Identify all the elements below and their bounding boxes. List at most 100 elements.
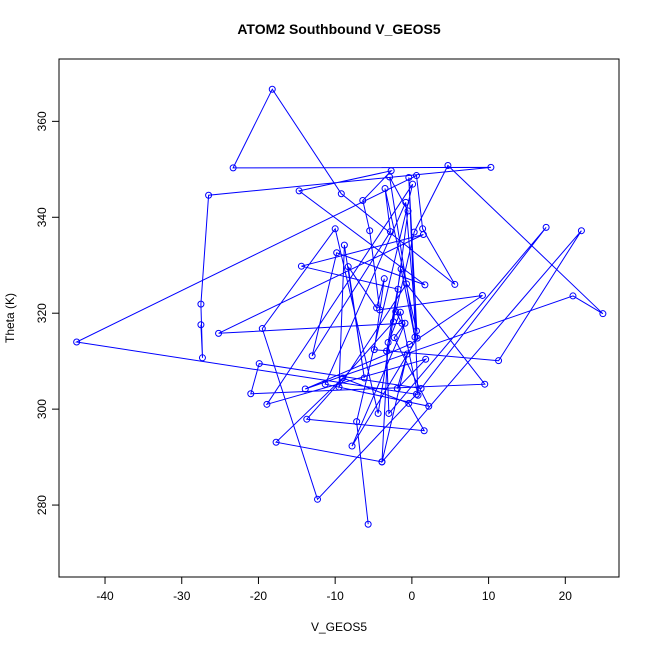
data-point	[386, 228, 394, 236]
data-point	[380, 275, 388, 283]
data-point	[405, 399, 413, 407]
data-point	[403, 350, 411, 358]
data-point	[197, 321, 205, 329]
data-point	[404, 207, 412, 215]
data-point	[247, 390, 255, 398]
data-point	[348, 442, 356, 450]
data-point	[401, 319, 409, 327]
data-point	[421, 281, 429, 289]
x-tick-label: -10	[326, 589, 344, 603]
data-point	[373, 304, 381, 312]
y-tick-label: 320	[35, 303, 49, 323]
data-point	[331, 225, 339, 233]
y-axis-label: Theta (K)	[3, 293, 17, 343]
x-tick-label: -30	[173, 589, 191, 603]
data-point	[542, 223, 550, 231]
data-point	[405, 173, 413, 181]
data-point	[314, 495, 322, 503]
data-point	[420, 427, 428, 435]
data-point	[381, 185, 389, 192]
data-point	[389, 318, 397, 326]
x-tick-label: -20	[250, 589, 268, 603]
data-point	[335, 383, 343, 391]
data-point	[390, 334, 398, 342]
data-point	[366, 227, 374, 235]
data-point	[451, 280, 459, 288]
y-tick-label: 360	[35, 111, 49, 131]
data-point	[321, 380, 329, 388]
data-point	[599, 310, 607, 318]
x-axis: -40 -30 -20 -10 0 10 20	[96, 577, 572, 603]
data-point	[406, 340, 414, 348]
x-tick-label: 10	[482, 589, 496, 603]
data-point	[339, 374, 347, 382]
data-point	[301, 385, 309, 393]
data-point	[411, 333, 419, 341]
data-point	[198, 354, 206, 362]
data-point	[297, 262, 305, 270]
data-point	[414, 391, 422, 399]
data-point	[417, 385, 425, 393]
data-point	[419, 231, 427, 239]
data-point	[353, 418, 361, 426]
data-point	[409, 180, 417, 188]
data-point	[412, 327, 420, 335]
data-point	[383, 347, 391, 355]
data-point	[295, 187, 303, 195]
data-point	[394, 285, 402, 293]
data-point	[425, 402, 433, 410]
data-series	[73, 85, 607, 528]
data-point	[197, 300, 205, 308]
y-tick-label: 340	[35, 207, 49, 227]
data-point	[255, 360, 263, 368]
data-point	[268, 85, 276, 93]
data-point	[398, 319, 406, 327]
data-point	[272, 438, 280, 446]
data-point	[337, 190, 345, 198]
y-tick-label: 300	[35, 399, 49, 419]
data-point	[495, 357, 503, 365]
x-tick-label: 20	[559, 589, 573, 603]
data-point	[392, 308, 400, 316]
data-point	[412, 390, 420, 398]
data-point	[402, 198, 410, 206]
data-point	[487, 163, 495, 171]
data-point	[385, 409, 393, 417]
y-tick-label: 280	[35, 495, 49, 515]
data-point	[263, 400, 271, 408]
data-point	[73, 338, 81, 346]
data-point	[393, 385, 401, 393]
data-point	[229, 164, 237, 172]
chart-title: ATOM2 Southbound V_GEOS5	[237, 21, 440, 37]
x-tick-label: -40	[96, 589, 114, 603]
data-point	[387, 167, 395, 175]
plot-frame	[58, 58, 620, 578]
data-point	[397, 265, 405, 273]
data-point	[215, 329, 223, 337]
data-point	[258, 325, 266, 333]
data-point	[481, 380, 489, 388]
data-point	[364, 520, 372, 528]
data-point	[340, 241, 348, 249]
x-axis-label: V_GEOS5	[311, 620, 367, 634]
data-point	[569, 292, 577, 300]
series-line	[74, 88, 604, 525]
data-point	[360, 374, 368, 382]
data-point	[422, 355, 430, 363]
data-point	[374, 409, 382, 417]
data-point	[308, 352, 316, 360]
data-point	[577, 227, 585, 235]
data-point	[378, 458, 386, 466]
data-point	[384, 338, 392, 346]
data-point	[410, 228, 418, 236]
y-axis: 280 300 320 340 360	[35, 111, 59, 515]
data-point	[396, 308, 404, 316]
data-point	[333, 249, 341, 257]
data-point	[370, 346, 378, 354]
data-point	[386, 173, 394, 181]
data-point	[478, 291, 486, 299]
data-point	[205, 191, 213, 199]
data-point	[444, 161, 452, 169]
data-point	[359, 196, 367, 204]
